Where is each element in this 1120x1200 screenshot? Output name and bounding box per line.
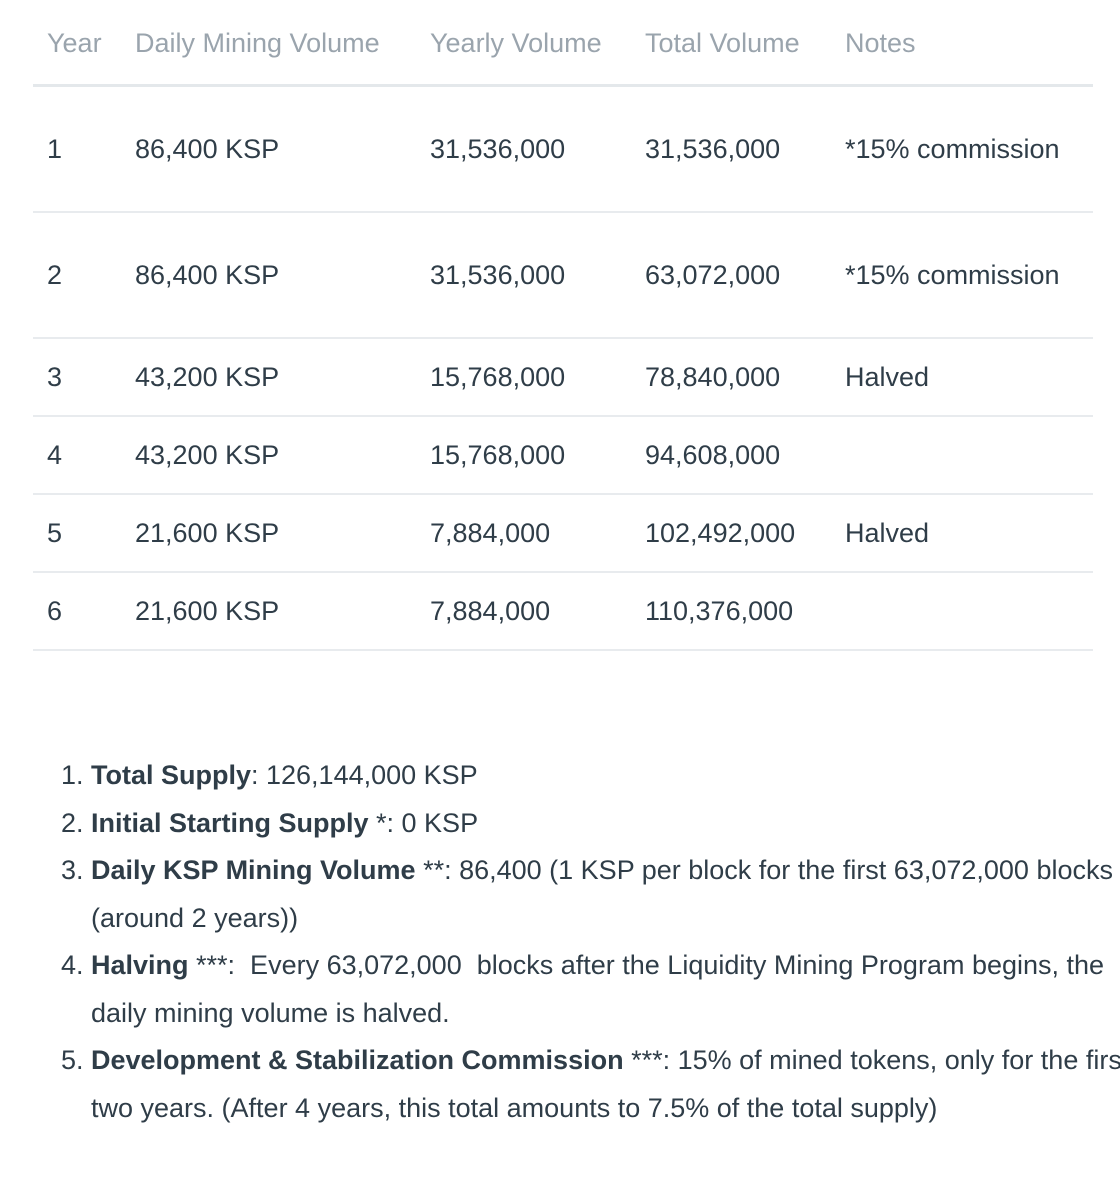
- cell-yearly: 15,768,000: [416, 338, 631, 417]
- cell-notes: Halved: [831, 494, 1093, 573]
- list-item: Total Supply: 126,144,000 KSP: [91, 752, 1120, 800]
- cell-year: 6: [33, 572, 121, 651]
- header-notes: Notes: [831, 20, 1093, 87]
- cell-year: 5: [33, 494, 121, 573]
- cell-yearly: 7,884,000: [416, 494, 631, 573]
- table-row: 2 86,400 KSP 31,536,000 63,072,000 *15% …: [33, 212, 1093, 339]
- header-daily-mining-volume: Daily Mining Volume: [121, 20, 416, 87]
- table-row: 3 43,200 KSP 15,768,000 78,840,000 Halve…: [33, 338, 1093, 417]
- note-text: **: 86,400 (1 KSP per block for the firs…: [91, 855, 1113, 933]
- mining-schedule-table: Year Daily Mining Volume Yearly Volume T…: [33, 20, 1093, 651]
- table-row: 5 21,600 KSP 7,884,000 102,492,000 Halve…: [33, 494, 1093, 573]
- header-year: Year: [33, 20, 121, 87]
- cell-yearly: 15,768,000: [416, 416, 631, 495]
- cell-daily: 43,200 KSP: [121, 416, 416, 495]
- cell-total: 78,840,000: [631, 338, 831, 417]
- cell-yearly: 31,536,000: [416, 85, 631, 213]
- cell-daily: 43,200 KSP: [121, 338, 416, 417]
- table-row: 4 43,200 KSP 15,768,000 94,608,000: [33, 416, 1093, 495]
- cell-daily: 86,400 KSP: [121, 212, 416, 339]
- list-item: Daily KSP Mining Volume **: 86,400 (1 KS…: [91, 847, 1120, 942]
- cell-yearly: 7,884,000: [416, 572, 631, 651]
- note-term: Initial Starting Supply: [91, 807, 369, 838]
- table-header-row: Year Daily Mining Volume Yearly Volume T…: [33, 20, 1093, 87]
- note-text: *: 0 KSP: [368, 807, 479, 838]
- mining-schedule-table-container: Year Daily Mining Volume Yearly Volume T…: [33, 20, 1093, 651]
- note-term: Halving: [91, 950, 189, 980]
- list-item: Development & Stabilization Commission *…: [91, 1037, 1120, 1132]
- list-item: Initial Starting Supply *: 0 KSP: [91, 800, 1120, 848]
- list-item: Halving ***: Every 63,072,000 blocks aft…: [91, 942, 1120, 1037]
- table-row: 1 86,400 KSP 31,536,000 31,536,000 *15% …: [33, 85, 1093, 213]
- cell-year: 2: [33, 212, 121, 339]
- note-text: ***: Every 63,072,000 blocks after the L…: [91, 950, 1112, 1028]
- cell-total: 94,608,000: [631, 416, 831, 495]
- header-yearly-volume: Yearly Volume: [416, 20, 631, 87]
- note-text: : 126,144,000 KSP: [251, 760, 478, 790]
- cell-notes: Halved: [831, 338, 1093, 417]
- note-term: Development & Stabilization Commission: [91, 1045, 624, 1075]
- cell-year: 3: [33, 338, 121, 417]
- tokenomics-notes-list: Total Supply: 126,144,000 KSP Initial St…: [60, 752, 1120, 1132]
- cell-yearly: 31,536,000: [416, 212, 631, 339]
- table-row: 6 21,600 KSP 7,884,000 110,376,000: [33, 572, 1093, 651]
- cell-notes: [831, 572, 1093, 651]
- cell-year: 4: [33, 416, 121, 495]
- cell-daily: 21,600 KSP: [121, 494, 416, 573]
- cell-notes: *15% commission: [831, 212, 1093, 339]
- cell-notes: [831, 416, 1093, 495]
- cell-total: 31,536,000: [631, 85, 831, 213]
- note-term: Total Supply: [91, 760, 251, 790]
- cell-total: 63,072,000: [631, 212, 831, 339]
- cell-daily: 86,400 KSP: [121, 85, 416, 213]
- cell-total: 102,492,000: [631, 494, 831, 573]
- cell-year: 1: [33, 85, 121, 213]
- cell-total: 110,376,000: [631, 572, 831, 651]
- cell-notes: *15% commission: [831, 85, 1093, 213]
- header-total-volume: Total Volume: [631, 20, 831, 87]
- cell-daily: 21,600 KSP: [121, 572, 416, 651]
- note-text: ***: 15% of mined tokens, only for the f…: [91, 1045, 1120, 1123]
- note-term: Daily KSP Mining Volume: [91, 855, 416, 885]
